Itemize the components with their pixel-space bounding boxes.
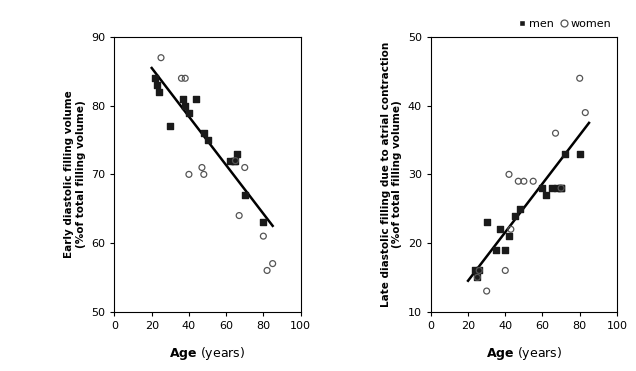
Y-axis label: Early diastolic filling volume
(%of total filling volume): Early diastolic filling volume (%of tota… (64, 91, 86, 258)
Point (225, 158, 235, 164)
Point (495, 226, 505, 232)
Point (500, 247, 510, 253)
Point (150, 75, 160, 81)
Point (560, 151, 570, 157)
Point (473, 274, 483, 280)
Point (198, 130, 209, 136)
Point (513, 178, 523, 184)
Point (230, 158, 240, 164)
Point (550, 130, 560, 136)
Point (165, 123, 176, 129)
Point (504, 171, 514, 177)
Point (481, 288, 492, 294)
Point (197, 164, 207, 170)
Point (230, 158, 240, 164)
Point (556, 185, 566, 191)
Point (574, 75, 584, 81)
Point (176, 75, 186, 81)
Point (519, 178, 529, 184)
Point (556, 185, 566, 191)
Point (202, 137, 212, 143)
Point (184, 109, 194, 115)
Point (474, 267, 484, 273)
Point (528, 178, 538, 184)
Text: $\mathbf{Age}$ (years): $\mathbf{Age}$ (years) (486, 345, 562, 362)
Point (504, 233, 514, 239)
Point (258, 233, 268, 239)
Point (154, 89, 164, 95)
Point (180, 75, 190, 81)
Point (262, 267, 272, 273)
Point (240, 164, 250, 170)
Point (473, 274, 483, 280)
Point (547, 185, 557, 191)
Point (198, 171, 209, 177)
Y-axis label: Late diastolic filling due to atrial contraction
(%of total filling volume): Late diastolic filling due to atrial con… (380, 42, 402, 307)
Point (580, 109, 590, 115)
Point (180, 103, 190, 109)
Point (509, 213, 520, 219)
Point (556, 185, 566, 191)
Legend: men, women: men, women (519, 19, 611, 29)
Point (178, 96, 188, 102)
Text: $\mathbf{Age}$ (years): $\mathbf{Age}$ (years) (169, 345, 245, 362)
Point (156, 55, 166, 60)
Point (481, 219, 492, 225)
Point (574, 151, 584, 157)
Point (191, 96, 202, 102)
Point (537, 185, 548, 191)
Point (500, 267, 510, 273)
Point (515, 206, 525, 211)
Point (184, 171, 194, 177)
Point (541, 192, 551, 198)
Point (491, 247, 501, 253)
Point (471, 267, 481, 273)
Point (258, 219, 268, 225)
Point (152, 82, 162, 88)
Point (474, 267, 484, 273)
Point (552, 185, 562, 191)
Point (228, 158, 238, 164)
Point (240, 192, 250, 198)
Point (506, 226, 516, 232)
Point (232, 151, 242, 157)
Point (268, 260, 278, 266)
Point (234, 213, 244, 219)
